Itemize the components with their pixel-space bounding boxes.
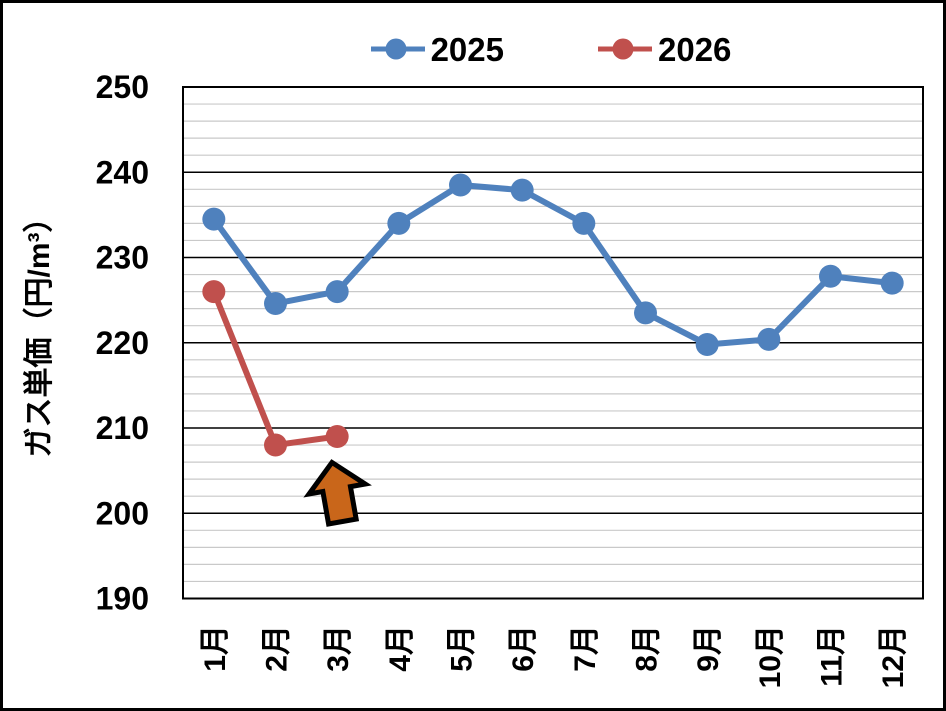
legend-item-2026: 2026 <box>596 33 731 66</box>
y-tick-label: 230 <box>96 240 149 276</box>
x-tick-label: 11月 <box>816 625 849 687</box>
series-marker-2025 <box>572 211 596 235</box>
y-tick-label: 210 <box>96 410 149 446</box>
x-tick-label: 12月 <box>877 625 910 688</box>
series-marker-2025 <box>757 327 781 351</box>
series-marker-2025 <box>695 332 719 356</box>
series-marker-2025 <box>449 173 472 197</box>
series-marker-2025 <box>264 292 287 316</box>
legend-marker-2025-icon <box>370 38 425 60</box>
x-tick-label: 1月 <box>199 625 232 672</box>
series-marker-2025 <box>202 207 226 231</box>
legend: 2025 2026 <box>180 27 920 71</box>
series-marker-2025 <box>819 264 842 288</box>
x-tick-label: 2月 <box>261 625 294 672</box>
y-tick-label: 240 <box>96 154 149 190</box>
series-marker-2025 <box>325 280 349 304</box>
legend-item-2025: 2025 <box>369 33 504 66</box>
x-tick-label: 10月 <box>754 625 787 688</box>
y-tick-label: 220 <box>96 325 149 361</box>
series-marker-2026 <box>264 433 287 457</box>
x-tick-label: 7月 <box>569 625 602 672</box>
x-tick-label: 5月 <box>446 625 479 672</box>
x-tick-label: 9月 <box>692 625 725 672</box>
series-marker-2026 <box>202 280 226 304</box>
x-tick-label: 3月 <box>322 625 355 672</box>
series-marker-2025 <box>634 301 657 325</box>
series-marker-2026 <box>325 425 349 449</box>
legend-label-2025: 2025 <box>430 30 504 68</box>
y-tick-label: 190 <box>96 581 149 617</box>
legend-label-2026: 2026 <box>658 30 732 68</box>
legend-marker-2026-icon <box>598 38 652 60</box>
series-marker-2025 <box>880 271 904 295</box>
plot-border <box>182 86 924 600</box>
series-line-2025 <box>211 182 893 348</box>
series-marker-2025 <box>387 211 411 235</box>
x-tick-label: 4月 <box>384 625 417 672</box>
x-tick-label: 8月 <box>631 625 664 672</box>
y-tick-label: 250 <box>96 69 149 105</box>
y-tick-label: 200 <box>96 495 149 531</box>
series-marker-2025 <box>510 178 534 202</box>
up-arrow-annotation <box>303 459 372 527</box>
x-tick-label: 6月 <box>507 625 540 672</box>
plot-area: 190 200 210 220 230 240 250 1月 2月 3月 4月 5月 6月 7月 8月 9月 1… <box>96 69 924 688</box>
